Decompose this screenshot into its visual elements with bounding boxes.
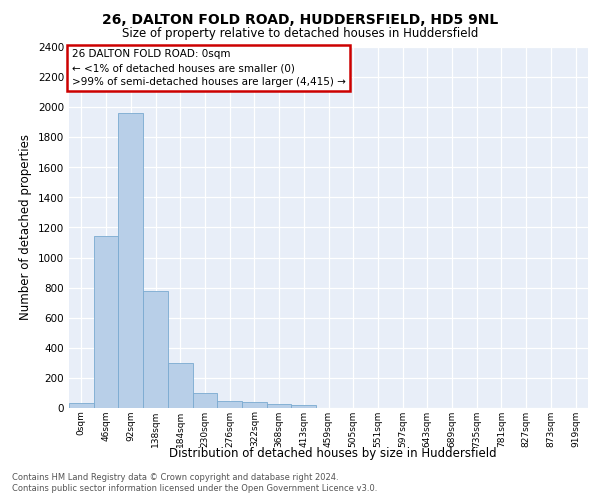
Bar xyxy=(69,403,94,407)
Text: 26 DALTON FOLD ROAD: 0sqm
← <1% of detached houses are smaller (0)
>99% of semi-: 26 DALTON FOLD ROAD: 0sqm ← <1% of detac… xyxy=(71,50,346,88)
Bar xyxy=(242,402,267,407)
Text: Size of property relative to detached houses in Huddersfield: Size of property relative to detached ho… xyxy=(122,28,478,40)
Text: 26, DALTON FOLD ROAD, HUDDERSFIELD, HD5 9NL: 26, DALTON FOLD ROAD, HUDDERSFIELD, HD5 … xyxy=(102,12,498,26)
Text: Contains public sector information licensed under the Open Government Licence v3: Contains public sector information licen… xyxy=(12,484,377,493)
Bar xyxy=(267,404,292,407)
Bar xyxy=(143,291,168,408)
Bar xyxy=(94,236,118,408)
Bar xyxy=(193,392,217,407)
Bar xyxy=(168,362,193,408)
Bar xyxy=(217,401,242,407)
Y-axis label: Number of detached properties: Number of detached properties xyxy=(19,134,32,320)
Bar xyxy=(292,405,316,407)
Bar xyxy=(118,114,143,408)
Text: Distribution of detached houses by size in Huddersfield: Distribution of detached houses by size … xyxy=(169,448,497,460)
Text: Contains HM Land Registry data © Crown copyright and database right 2024.: Contains HM Land Registry data © Crown c… xyxy=(12,472,338,482)
